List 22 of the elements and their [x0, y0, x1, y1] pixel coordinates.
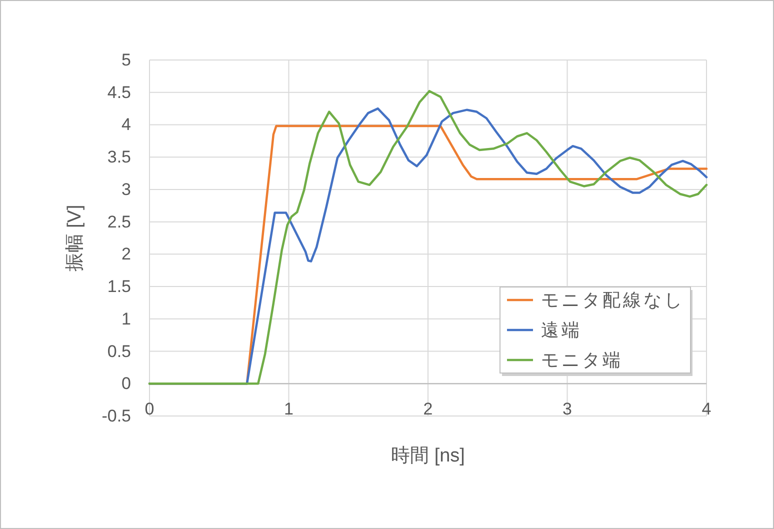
y-tick-label: 2 [122, 244, 131, 264]
y-tick-label: 0 [122, 374, 131, 394]
y-tick-label: 5 [122, 50, 131, 70]
y-tick-label: 1 [122, 309, 131, 328]
x-tick-label: 1 [284, 400, 294, 418]
x-tick-label: 0 [144, 400, 154, 418]
y-tick-label: 4 [122, 115, 131, 134]
x-tick-label: 3 [562, 400, 572, 418]
x-tick-label: 4 [702, 400, 712, 418]
y-tick-label: 0.5 [107, 342, 131, 361]
legend-label: モニタ端 [541, 350, 623, 370]
y-tick-label: 2.5 [107, 212, 131, 232]
y-tick-label: 4.5 [107, 82, 131, 102]
y-tick-label: -0.5 [102, 406, 131, 426]
y-tick-label: 3 [122, 180, 131, 199]
y-tick-label: 3.5 [107, 148, 131, 167]
y-axis-title: 振幅 [V] [64, 204, 86, 272]
x-axis-title: 時間 [ns] [391, 446, 465, 466]
x-tick-label: 2 [423, 400, 433, 418]
legend-label: モニタ配線なし [541, 290, 684, 310]
y-tick-label: 1.5 [107, 277, 131, 296]
legend-label: 遠端 [541, 320, 582, 340]
